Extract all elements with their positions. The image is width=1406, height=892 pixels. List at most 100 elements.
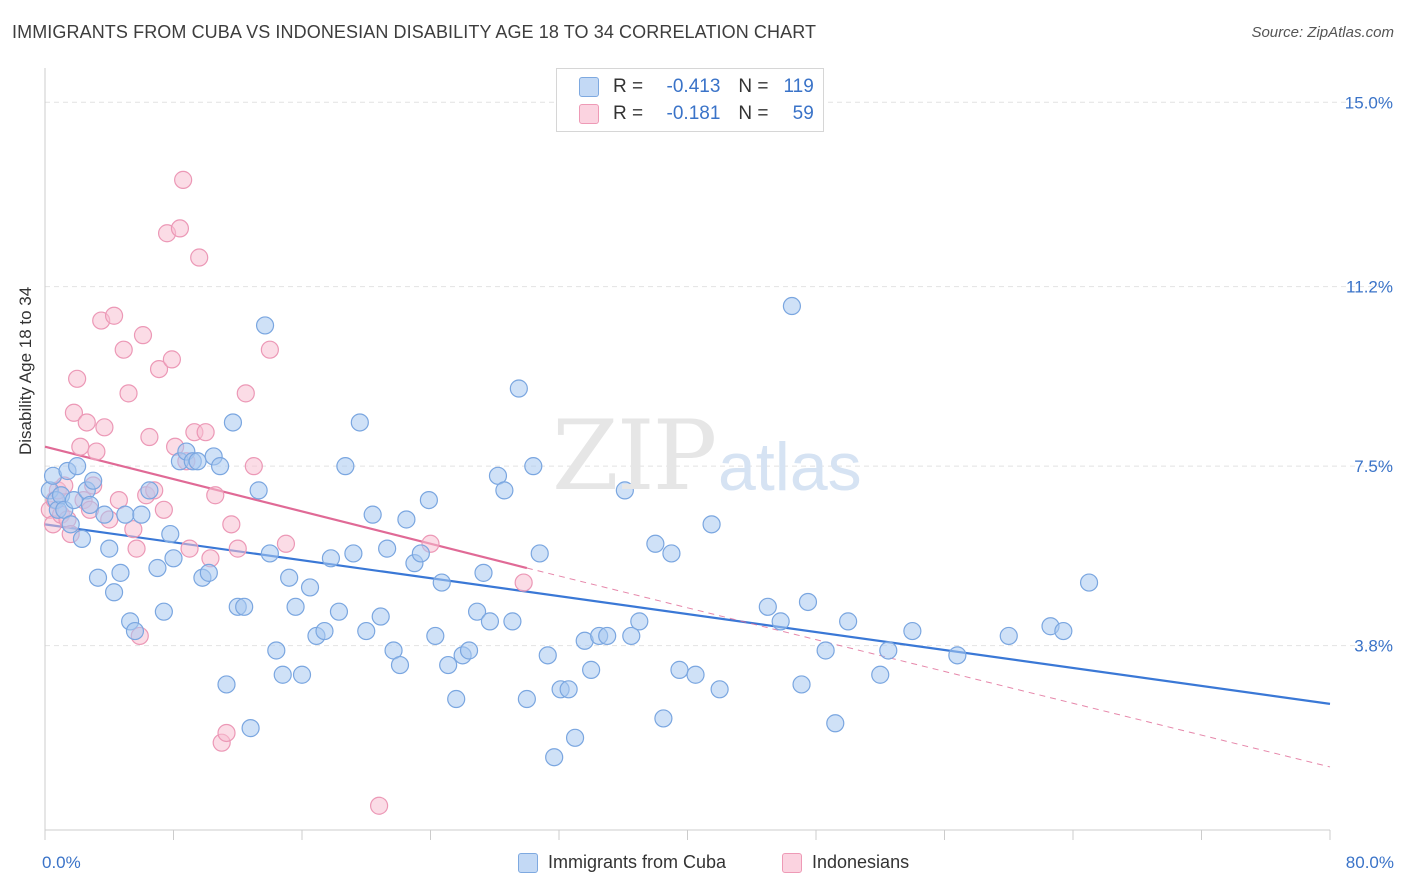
point-cuba [223,413,243,432]
point-cuba [1054,621,1073,641]
point-cuba [999,626,1018,646]
point-indonesians [170,219,190,238]
point-cuba [439,655,458,675]
point-cuba [217,675,236,694]
point-cuba [538,646,557,665]
point-cuba [72,529,92,549]
point-cuba [336,457,355,476]
legend-n-label: N = [738,76,769,97]
point-cuba [1079,573,1099,592]
point-cuba [447,689,466,709]
point-cuba [148,558,167,578]
trend-line-indonesians-extrapolated [526,567,1331,768]
point-cuba [164,549,183,568]
point-cuba [260,544,279,563]
point-cuba [419,490,438,510]
point-cuba [286,597,305,616]
point-cuba [357,621,376,641]
point-indonesians [514,573,533,592]
point-indonesians [114,340,133,359]
point-cuba [300,578,320,597]
legend-swatch-indonesians [579,104,599,124]
point-indonesians [64,403,84,422]
point-cuba [662,544,681,563]
point-cuba [378,539,397,558]
series-label-cuba: Immigrants from Cuba [548,852,727,872]
point-indonesians [127,539,146,558]
legend-r-value: -0.181 [666,103,721,124]
point-cuba [80,495,100,515]
legend-n-value: 119 [783,76,814,97]
y-axis-label: Disability Age 18 to 34 [16,286,35,455]
legend-r-value: -0.413 [666,76,721,97]
series-legend: Immigrants from Cuba Indonesians [0,852,1406,878]
point-cuba [686,665,705,684]
data-points [40,170,1099,815]
point-cuba [397,510,416,529]
point-cuba [702,515,721,534]
point-indonesians [124,520,143,539]
point-cuba [545,748,564,767]
watermark-zip: ZIP [552,400,717,512]
point-cuba [241,719,260,738]
point-cuba [771,612,790,631]
point-cuba [88,568,108,587]
point-cuba [509,379,528,398]
point-cuba [363,505,382,524]
trend-line-indonesians [44,445,528,570]
source-label: Source: ZipAtlas.com [1251,24,1394,41]
series-legend-cuba: Immigrants from Cuba [518,852,726,873]
point-indonesians [119,384,138,403]
point-indonesians [190,248,209,267]
y-tick-label: 7.5% [1354,457,1393,476]
stats-legend: R = -0.413 N = 119 R = -0.181 N = 59 [556,68,824,132]
point-cuba [710,680,729,699]
legend-n-value: 59 [792,103,814,124]
point-indonesians [206,486,225,505]
point-cuba [871,665,890,684]
x-tick-max: 80.0% [1345,853,1394,872]
point-cuba [68,457,87,476]
legend-swatch-cuba [579,77,599,97]
series-swatch-cuba [518,852,538,873]
point-cuba [798,592,818,612]
point-cuba [210,457,230,476]
point-cuba [565,728,585,747]
point-cuba [426,626,445,646]
point-cuba [582,660,601,679]
point-indonesians [95,418,114,437]
point-cuba [255,316,275,335]
point-cuba [199,563,218,582]
point-cuba [474,563,493,582]
series-label-indonesians: Indonesians [812,852,910,872]
point-cuba [292,665,312,684]
point-cuba [132,505,151,524]
point-cuba [646,534,665,553]
point-indonesians [260,340,279,359]
point-cuba [782,296,802,316]
point-indonesians [276,534,296,553]
point-indonesians [77,413,96,432]
series-legend-indonesians: Indonesians [782,852,909,873]
point-indonesians [244,457,263,476]
point-indonesians [162,350,181,369]
series-swatch-indonesians [782,852,802,873]
point-cuba [839,612,858,631]
point-cuba [95,505,114,524]
point-cuba [61,515,80,534]
y-tick-labels: 3.8% 7.5% 11.2% 15.0% [1345,93,1393,655]
x-tick-min: 0.0% [42,853,81,872]
trend-line-cuba [44,523,1331,705]
point-cuba [654,709,673,728]
point-cuba [879,641,898,660]
point-cuba [267,641,286,660]
point-cuba [530,544,549,563]
point-indonesians [174,170,193,189]
point-indonesians [370,796,389,815]
point-cuba [598,626,617,646]
point-indonesians [87,442,106,461]
point-indonesians [196,423,215,442]
point-cuba [622,626,641,646]
point-cuba [116,505,135,524]
